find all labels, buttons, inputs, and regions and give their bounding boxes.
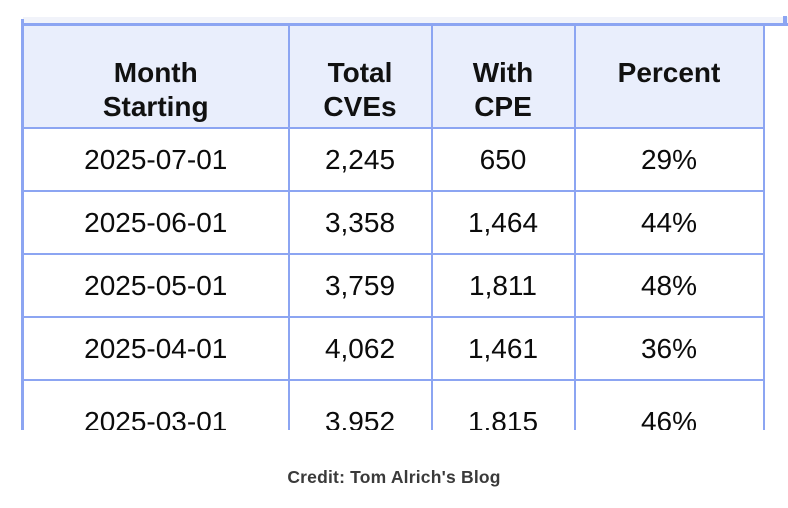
- cell-total-cves: 4,062: [287, 316, 433, 381]
- cell-month: 2025-03-01: [21, 379, 290, 430]
- clipped-row-sliver: [23, 17, 788, 23]
- header-label-line: Starting: [102, 91, 209, 122]
- cell-percent: 36%: [573, 316, 765, 381]
- cell-percent: 48%: [573, 253, 765, 318]
- header-row: Month Starting Total CVEs With CPE Perce…: [21, 23, 765, 129]
- cell-percent: 29%: [573, 127, 765, 192]
- top-left-border-tick: [21, 19, 24, 26]
- cell-total-cves: 3,759: [287, 253, 433, 318]
- cell-total-cves: 3,952: [287, 379, 433, 430]
- cell-with-cpe: 1,464: [430, 190, 576, 255]
- table-row: 2025-05-01 3,759 1,811 48%: [21, 253, 765, 318]
- cell-with-cpe: 1,815: [430, 379, 576, 430]
- header-cell-percent: Percent: [573, 23, 765, 129]
- cell-with-cpe: 1,811: [430, 253, 576, 318]
- header-label-line: Total: [327, 57, 393, 88]
- cell-percent: 46%: [573, 379, 765, 430]
- cell-with-cpe: 650: [430, 127, 576, 192]
- table-row: 2025-07-01 2,245 650 29%: [21, 127, 765, 192]
- table-row-clipped: 2025-03-01 3,952 1,815 46%: [21, 379, 765, 430]
- header-label-line: CVEs: [323, 91, 397, 122]
- cell-month: 2025-06-01: [21, 190, 290, 255]
- top-right-border-tick: [783, 16, 787, 24]
- header-cell-total-cves: Total CVEs: [287, 23, 433, 129]
- cve-table: Month Starting Total CVEs With CPE Perce…: [21, 23, 765, 430]
- header-label-line: Percent: [617, 57, 721, 88]
- table-row: 2025-06-01 3,358 1,464 44%: [21, 190, 765, 255]
- cell-with-cpe: 1,461: [430, 316, 576, 381]
- header-cell-with-cpe: With CPE: [430, 23, 576, 129]
- cve-table-container: Month Starting Total CVEs With CPE Perce…: [21, 23, 767, 430]
- header-cell-month-starting: Month Starting: [21, 23, 290, 129]
- cell-total-cves: 2,245: [287, 127, 433, 192]
- cell-month: 2025-04-01: [21, 316, 290, 381]
- header-label-line: With: [472, 57, 534, 88]
- header-label-line: Month: [113, 57, 198, 88]
- table-row: 2025-04-01 4,062 1,461 36%: [21, 316, 765, 381]
- credit-caption: Credit: Tom Alrich's Blog: [287, 467, 501, 487]
- cell-total-cves: 3,358: [287, 190, 433, 255]
- cell-month: 2025-05-01: [21, 253, 290, 318]
- header-label-line: CPE: [474, 91, 532, 122]
- cell-percent: 44%: [573, 190, 765, 255]
- cell-month: 2025-07-01: [21, 127, 290, 192]
